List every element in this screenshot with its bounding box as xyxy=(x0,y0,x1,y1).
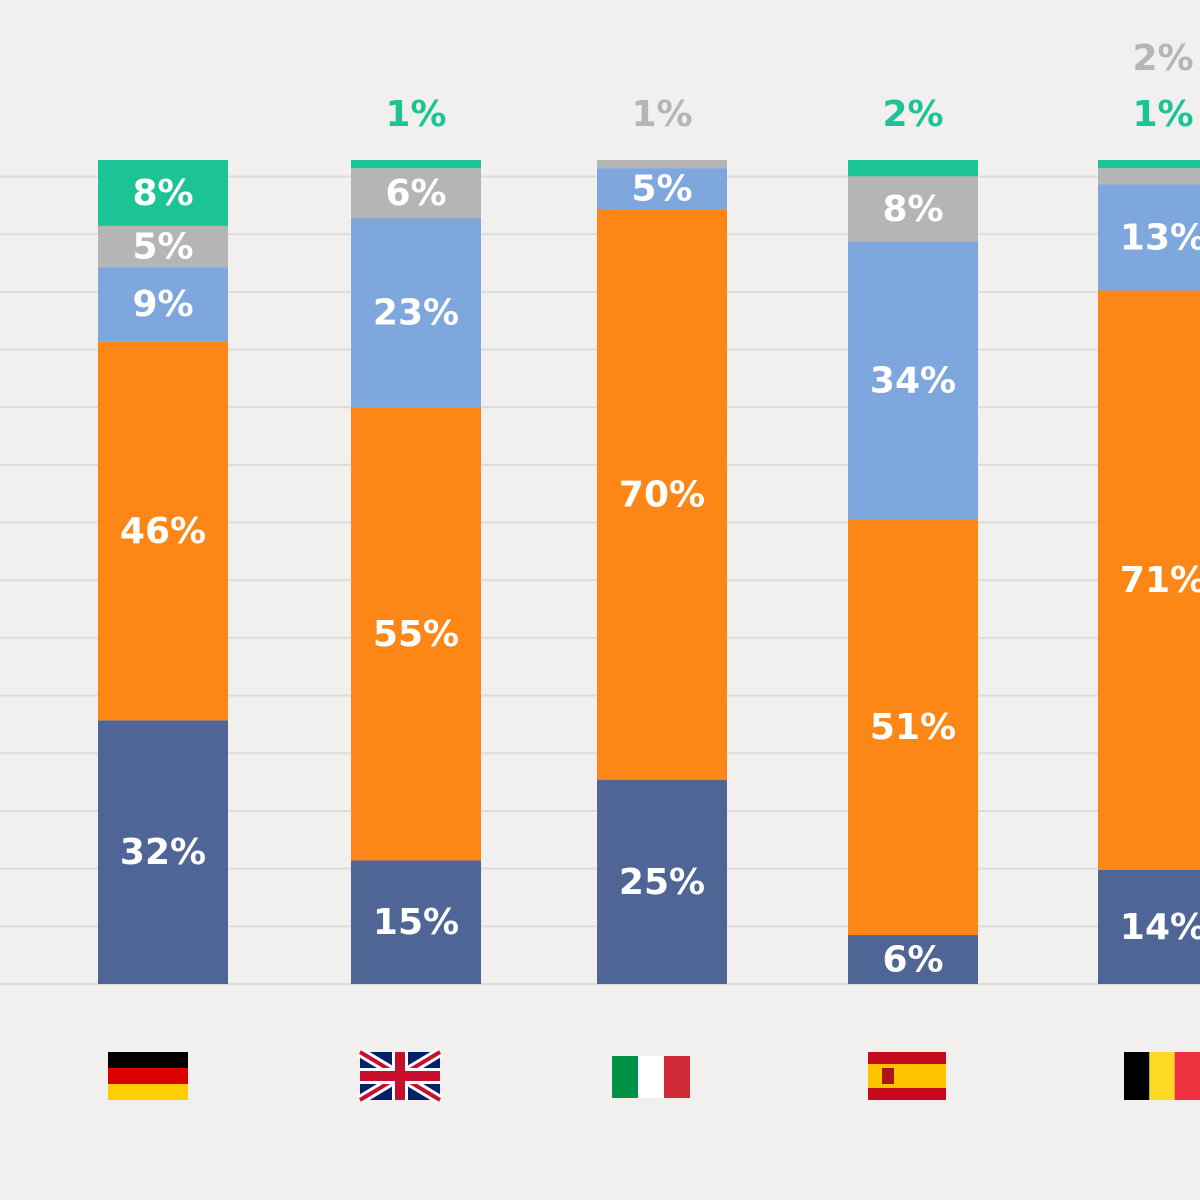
bar-segment xyxy=(848,241,978,519)
bar-segment xyxy=(351,407,481,861)
flag-spain-icon xyxy=(868,1052,946,1100)
flag-germany-icon xyxy=(108,1052,188,1100)
bar-segment xyxy=(848,160,978,177)
bar-segment xyxy=(98,267,228,342)
data-label: 71% xyxy=(1120,560,1200,601)
bars xyxy=(98,160,1200,984)
data-labels: 32% 46% 9% 5% 8% 15% 55% 23% 6% 1% 25% 70% 5% 1% 6% 51%… xyxy=(120,38,1200,981)
data-label: 46% xyxy=(120,511,206,552)
data-label: 5% xyxy=(132,227,193,268)
bar-segment xyxy=(1098,184,1200,291)
data-label-outside: 1% xyxy=(1132,94,1193,135)
bar-segment xyxy=(1098,160,1200,169)
bar-segment xyxy=(1098,168,1200,185)
bar-segment xyxy=(848,935,978,984)
bar-segment xyxy=(351,168,481,218)
bar-segment xyxy=(98,720,228,984)
bar-segment xyxy=(597,208,727,781)
data-label: 70% xyxy=(619,474,705,515)
bar-segment xyxy=(98,225,228,268)
data-label: 34% xyxy=(870,360,956,401)
data-label: 14% xyxy=(1120,907,1200,948)
data-label: 9% xyxy=(132,284,193,325)
data-label-outside: 1% xyxy=(631,94,692,135)
bar-segment xyxy=(848,176,978,242)
data-label-outside: 2% xyxy=(1132,38,1193,79)
bar-segment xyxy=(351,860,481,984)
bar-segment xyxy=(597,160,727,169)
flag-belgium-icon xyxy=(1124,1052,1200,1100)
flag-united-kingdom-icon xyxy=(357,1047,443,1105)
data-label: 8% xyxy=(882,189,943,230)
data-label: 6% xyxy=(385,173,446,214)
data-label: 51% xyxy=(870,707,956,748)
flag-italy-icon xyxy=(612,1056,690,1098)
data-label-outside: 1% xyxy=(385,94,446,135)
bar-segment xyxy=(351,217,481,408)
data-label: 23% xyxy=(373,292,459,333)
data-label: 55% xyxy=(373,614,459,655)
data-label: 13% xyxy=(1120,218,1200,259)
data-label: 32% xyxy=(120,832,206,873)
bar-segment xyxy=(98,341,228,721)
data-label: 5% xyxy=(631,169,692,210)
data-label: 25% xyxy=(619,862,705,903)
bar-segment xyxy=(848,518,978,936)
data-label-outside: 2% xyxy=(882,94,943,135)
bar-segment xyxy=(1098,290,1200,870)
category-flags xyxy=(108,1047,1200,1105)
data-label: 15% xyxy=(373,902,459,943)
bar-segment xyxy=(98,160,228,226)
bar-segment xyxy=(1098,869,1200,984)
bar-segment xyxy=(597,780,727,984)
data-label: 8% xyxy=(132,173,193,214)
data-label: 6% xyxy=(882,940,943,981)
bar-segment xyxy=(351,160,481,169)
bar-segment xyxy=(597,168,727,209)
